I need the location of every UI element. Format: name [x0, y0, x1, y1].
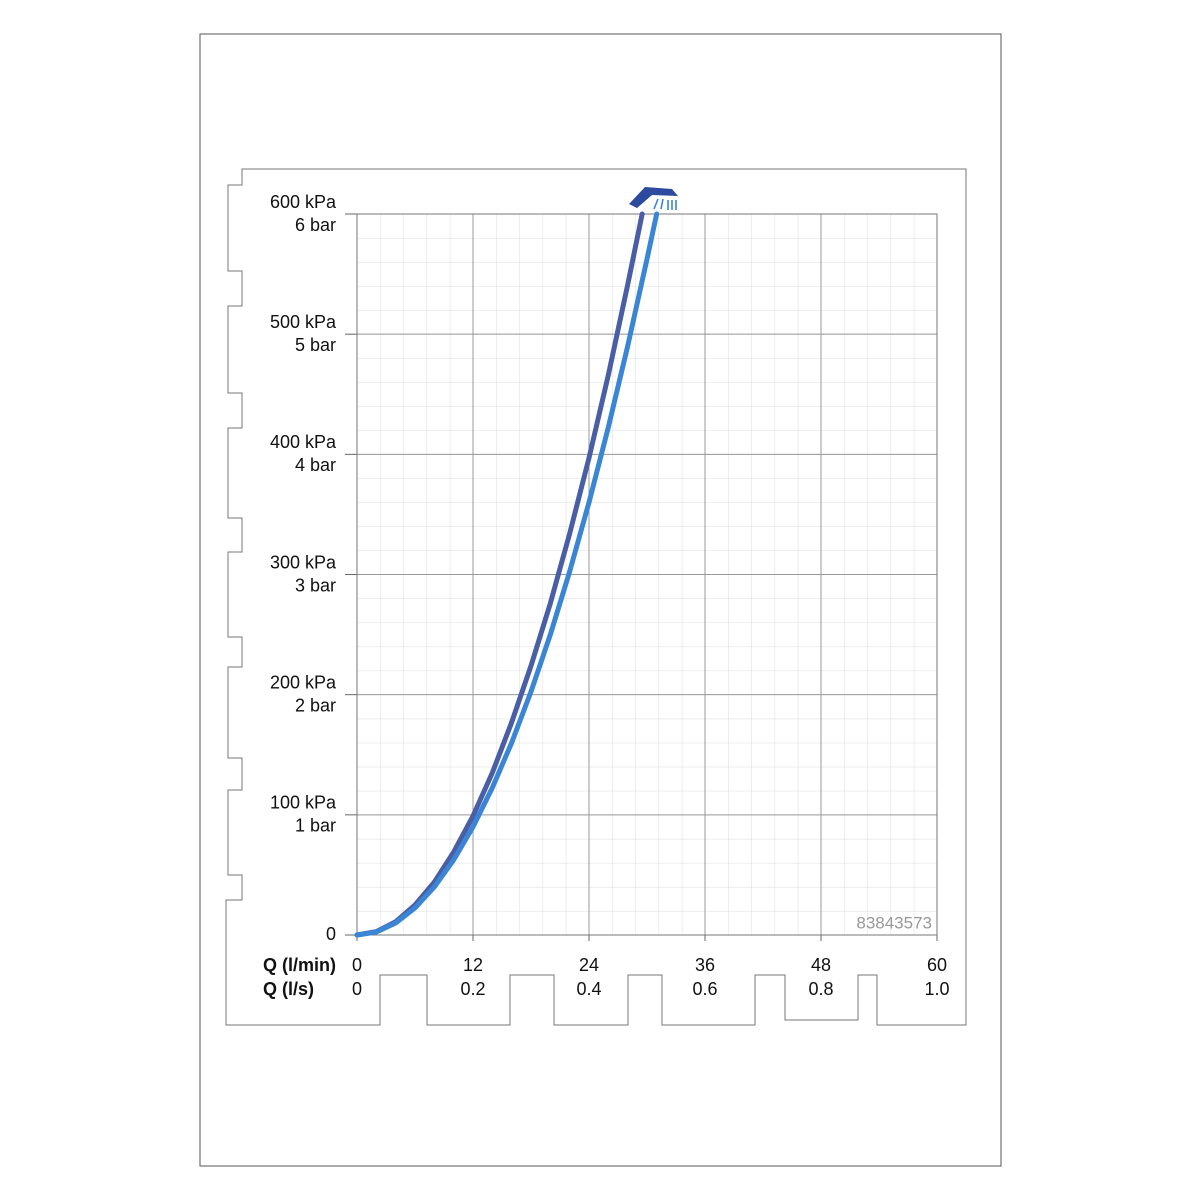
x2-tick-label: 0.8: [808, 979, 833, 999]
data-line: [354, 211, 660, 938]
y2-tick-label: 1 bar: [295, 816, 336, 836]
x-tick-label: 0: [352, 955, 362, 975]
page-border: [199, 33, 1002, 1167]
y-tick-label: 500 kPa: [270, 312, 337, 332]
x-tick-label: 48: [811, 955, 831, 975]
x-axis-title: Q (l/min): [263, 955, 336, 975]
y2-tick-label: 5 bar: [295, 335, 336, 355]
watermark: 83843573: [856, 913, 932, 932]
y2-tick-label: 3 bar: [295, 575, 336, 595]
y-tick-label: 0: [326, 924, 336, 944]
frame: [225, 168, 967, 1026]
y2-tick-label: 6 bar: [295, 215, 336, 235]
y-tick-label: 300 kPa: [270, 552, 337, 572]
x2-tick-label: 0.6: [692, 979, 717, 999]
x-tick-label: 60: [927, 955, 947, 975]
x2-axis-title: Q (l/s): [263, 979, 314, 999]
x2-tick-label: 0.2: [460, 979, 485, 999]
x-tick-label: 24: [579, 955, 599, 975]
x2-tick-label: 1.0: [924, 979, 949, 999]
y-tick-label: 200 kPa: [270, 672, 337, 692]
x2-tick-label: 0.4: [576, 979, 601, 999]
y-tick-label: 600 kPa: [270, 192, 337, 212]
plot-border: [356, 213, 938, 936]
shower-icon: [629, 187, 678, 210]
x-tick-label: 12: [463, 955, 483, 975]
y2-tick-label: 2 bar: [295, 695, 336, 715]
y-tick-label: 100 kPa: [270, 793, 337, 813]
x-tick-label: 36: [695, 955, 715, 975]
y-tick-label: 400 kPa: [270, 432, 337, 452]
y2-tick-label: 4 bar: [295, 455, 336, 475]
x2-tick-label: 0: [352, 979, 362, 999]
